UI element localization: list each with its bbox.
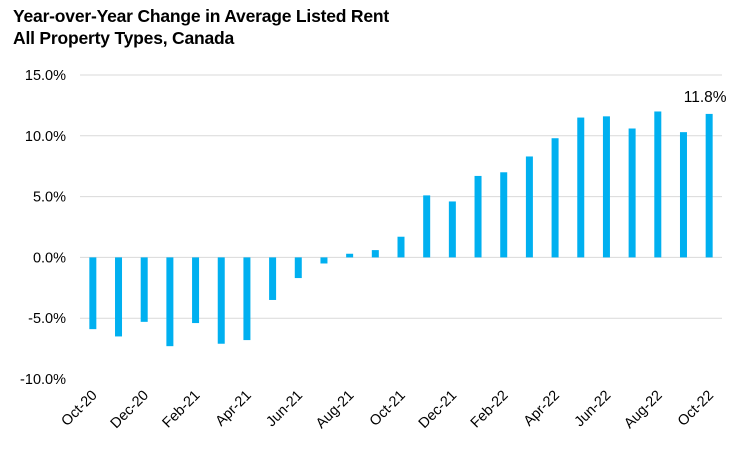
x-tick-label: Oct-21 bbox=[367, 388, 409, 430]
y-tick-label: -5.0% bbox=[28, 311, 66, 327]
x-tick-label: Feb-22 bbox=[468, 388, 512, 432]
x-tick-label: Dec-20 bbox=[108, 388, 152, 432]
bar bbox=[705, 113, 713, 258]
x-tick-label: Oct-22 bbox=[675, 388, 717, 430]
bar bbox=[679, 132, 687, 258]
bar bbox=[448, 201, 456, 258]
bar bbox=[500, 172, 508, 258]
x-tick-label: Jun-22 bbox=[572, 388, 615, 431]
bar bbox=[654, 111, 662, 258]
bar bbox=[474, 175, 482, 258]
bar bbox=[140, 257, 148, 322]
x-tick-label: Aug-21 bbox=[313, 388, 357, 432]
bar bbox=[346, 253, 354, 258]
bar bbox=[269, 257, 277, 300]
y-tick-label: 15.0% bbox=[25, 68, 66, 84]
x-tick-label: Apr-22 bbox=[521, 388, 563, 430]
x-axis-ticks: Oct-20 Dec-20 Feb-21 Apr-21 Jun-21 Aug-21 Oct-… bbox=[59, 388, 717, 432]
bar bbox=[294, 257, 302, 279]
y-axis-ticks: 15.0% 10.0% 5.0% 0.0% -5.0% -10.0% bbox=[20, 68, 66, 388]
bar bbox=[115, 257, 123, 337]
bar bbox=[89, 257, 97, 330]
data-labels: 11.8% bbox=[684, 89, 727, 106]
chart-subtitle: All Property Types, Canada bbox=[13, 28, 235, 48]
chart-title-block: Year-over-Year Change in Average Listed … bbox=[13, 5, 389, 49]
bars bbox=[89, 111, 713, 347]
bar bbox=[577, 117, 585, 258]
x-tick-label: Feb-21 bbox=[160, 388, 204, 432]
y-tick-label: 0.0% bbox=[33, 250, 66, 266]
bar bbox=[371, 250, 379, 258]
bar bbox=[192, 257, 200, 324]
chart-title: Year-over-Year Change in Average Listed … bbox=[13, 6, 390, 26]
bar bbox=[423, 195, 431, 258]
gridlines bbox=[80, 74, 722, 319]
y-tick-label: 10.0% bbox=[25, 129, 66, 145]
bar bbox=[320, 257, 328, 264]
bar bbox=[166, 257, 174, 347]
y-tick-label: -10.0% bbox=[20, 372, 66, 388]
x-tick-label: Aug-22 bbox=[621, 388, 665, 432]
bar bbox=[243, 257, 251, 341]
x-tick-label: Apr-21 bbox=[213, 388, 255, 430]
bar bbox=[397, 236, 405, 258]
bar bbox=[551, 138, 559, 258]
last-value-label: 11.8% bbox=[684, 89, 727, 106]
bar bbox=[628, 128, 636, 258]
x-tick-label: Dec-21 bbox=[416, 388, 460, 432]
bar bbox=[525, 156, 533, 258]
y-tick-label: 5.0% bbox=[33, 190, 66, 206]
bar bbox=[602, 116, 610, 258]
x-tick-label: Jun-21 bbox=[263, 388, 306, 431]
bar bbox=[217, 257, 225, 344]
x-tick-label: Oct-20 bbox=[59, 388, 101, 430]
